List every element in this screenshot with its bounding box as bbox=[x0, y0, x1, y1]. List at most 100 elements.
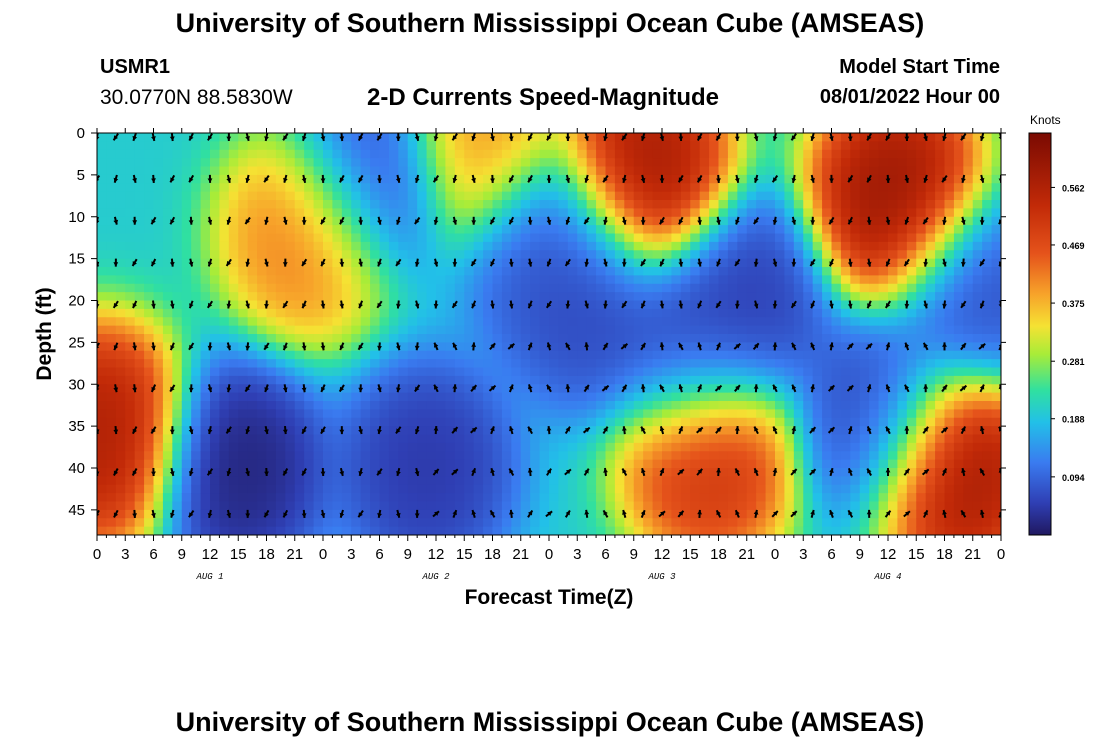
heat-cell bbox=[850, 283, 861, 293]
heat-cell bbox=[266, 518, 277, 528]
heat-cell bbox=[520, 367, 531, 377]
heat-cell bbox=[483, 191, 494, 201]
heat-cell bbox=[445, 158, 456, 168]
heat-cell bbox=[464, 417, 475, 427]
heat-cell bbox=[680, 451, 691, 461]
heat-cell bbox=[219, 367, 230, 377]
heat-cell bbox=[172, 417, 183, 427]
heat-cell bbox=[191, 292, 202, 302]
chart-subtitle: 2-D Currents Speed-Magnitude bbox=[367, 84, 720, 111]
heat-cell bbox=[445, 241, 456, 251]
heat-cell bbox=[982, 392, 993, 402]
heat-cell bbox=[181, 468, 192, 477]
heat-cell bbox=[285, 526, 296, 535]
heat-cell bbox=[200, 174, 211, 184]
heat-cell bbox=[323, 258, 334, 268]
heat-cell bbox=[379, 359, 390, 369]
heat-cell bbox=[897, 384, 908, 394]
heat-cell bbox=[577, 417, 588, 427]
heat-cell bbox=[210, 208, 221, 218]
current-arrow bbox=[583, 216, 590, 225]
heat-cell bbox=[718, 141, 729, 151]
heat-cell bbox=[520, 334, 531, 343]
heat-cell bbox=[304, 292, 315, 302]
current-arrow bbox=[697, 342, 703, 351]
heat-cell bbox=[935, 300, 946, 310]
heat-cell bbox=[756, 308, 767, 318]
heat-cell bbox=[134, 225, 145, 235]
heat-cell bbox=[803, 233, 814, 243]
heat-cell bbox=[916, 493, 927, 503]
heat-cell bbox=[501, 158, 512, 168]
heat-cell bbox=[445, 149, 456, 159]
heat-cell bbox=[285, 225, 296, 235]
heat-cell bbox=[662, 133, 673, 142]
heat-cell bbox=[558, 350, 569, 360]
heat-cell bbox=[247, 334, 258, 343]
heat-cell bbox=[511, 342, 522, 352]
heat-cell bbox=[633, 233, 644, 243]
heat-cell bbox=[614, 183, 625, 193]
heat-cell bbox=[341, 334, 352, 343]
heat-cell bbox=[511, 241, 522, 251]
heat-cell bbox=[680, 468, 691, 477]
heat-cell bbox=[238, 325, 249, 335]
heat-cell bbox=[690, 191, 701, 201]
heat-cell bbox=[812, 350, 823, 360]
heat-cell bbox=[614, 426, 625, 436]
heat-cell bbox=[407, 375, 418, 385]
heat-cell bbox=[709, 375, 720, 385]
heat-cell bbox=[643, 518, 654, 528]
heat-cell bbox=[803, 384, 814, 394]
current-arrow bbox=[771, 510, 779, 518]
heat-cell bbox=[492, 442, 503, 452]
heat-cell bbox=[275, 434, 286, 444]
heat-cell bbox=[115, 216, 126, 226]
heat-cell bbox=[464, 317, 475, 327]
heat-cell bbox=[775, 442, 786, 452]
heat-cell bbox=[878, 325, 889, 335]
heat-cell bbox=[162, 216, 173, 226]
heat-cell bbox=[567, 501, 578, 511]
heat-cell bbox=[859, 267, 870, 276]
current-arrow bbox=[113, 342, 119, 351]
heat-cell bbox=[888, 149, 899, 159]
heat-cell bbox=[549, 325, 560, 335]
heat-cell bbox=[549, 283, 560, 293]
heat-cell bbox=[699, 401, 710, 410]
heat-cell bbox=[200, 208, 211, 218]
heat-cell bbox=[982, 359, 993, 369]
heat-cell bbox=[162, 367, 173, 377]
current-arrow bbox=[603, 258, 608, 267]
heat-cell bbox=[756, 183, 767, 193]
heat-cell bbox=[313, 258, 324, 268]
heat-cell bbox=[539, 509, 550, 519]
heat-cell bbox=[473, 392, 484, 402]
heat-cell bbox=[379, 166, 390, 176]
heat-cell bbox=[982, 317, 993, 327]
heat-cell bbox=[511, 484, 522, 494]
heat-cell bbox=[709, 468, 720, 477]
heat-cell bbox=[558, 158, 569, 168]
heat-cell bbox=[718, 426, 729, 436]
current-arrow bbox=[245, 509, 251, 518]
heat-cell bbox=[530, 484, 541, 494]
heat-cell bbox=[897, 417, 908, 427]
heat-cell bbox=[247, 367, 258, 377]
heat-cell bbox=[953, 241, 964, 251]
current-arrow bbox=[207, 509, 213, 519]
heat-cell bbox=[982, 409, 993, 419]
heat-cell bbox=[115, 526, 126, 535]
heat-cell bbox=[134, 174, 145, 184]
heat-cell bbox=[727, 200, 738, 209]
current-arrow bbox=[564, 258, 571, 267]
heat-cell bbox=[784, 434, 795, 444]
heat-cell bbox=[332, 200, 343, 209]
current-arrow bbox=[620, 343, 629, 350]
heat-cell bbox=[803, 484, 814, 494]
current-arrow bbox=[396, 384, 401, 393]
current-arrow bbox=[432, 175, 440, 183]
heat-cell bbox=[558, 216, 569, 226]
heat-cell bbox=[181, 518, 192, 528]
current-arrow bbox=[188, 174, 195, 183]
